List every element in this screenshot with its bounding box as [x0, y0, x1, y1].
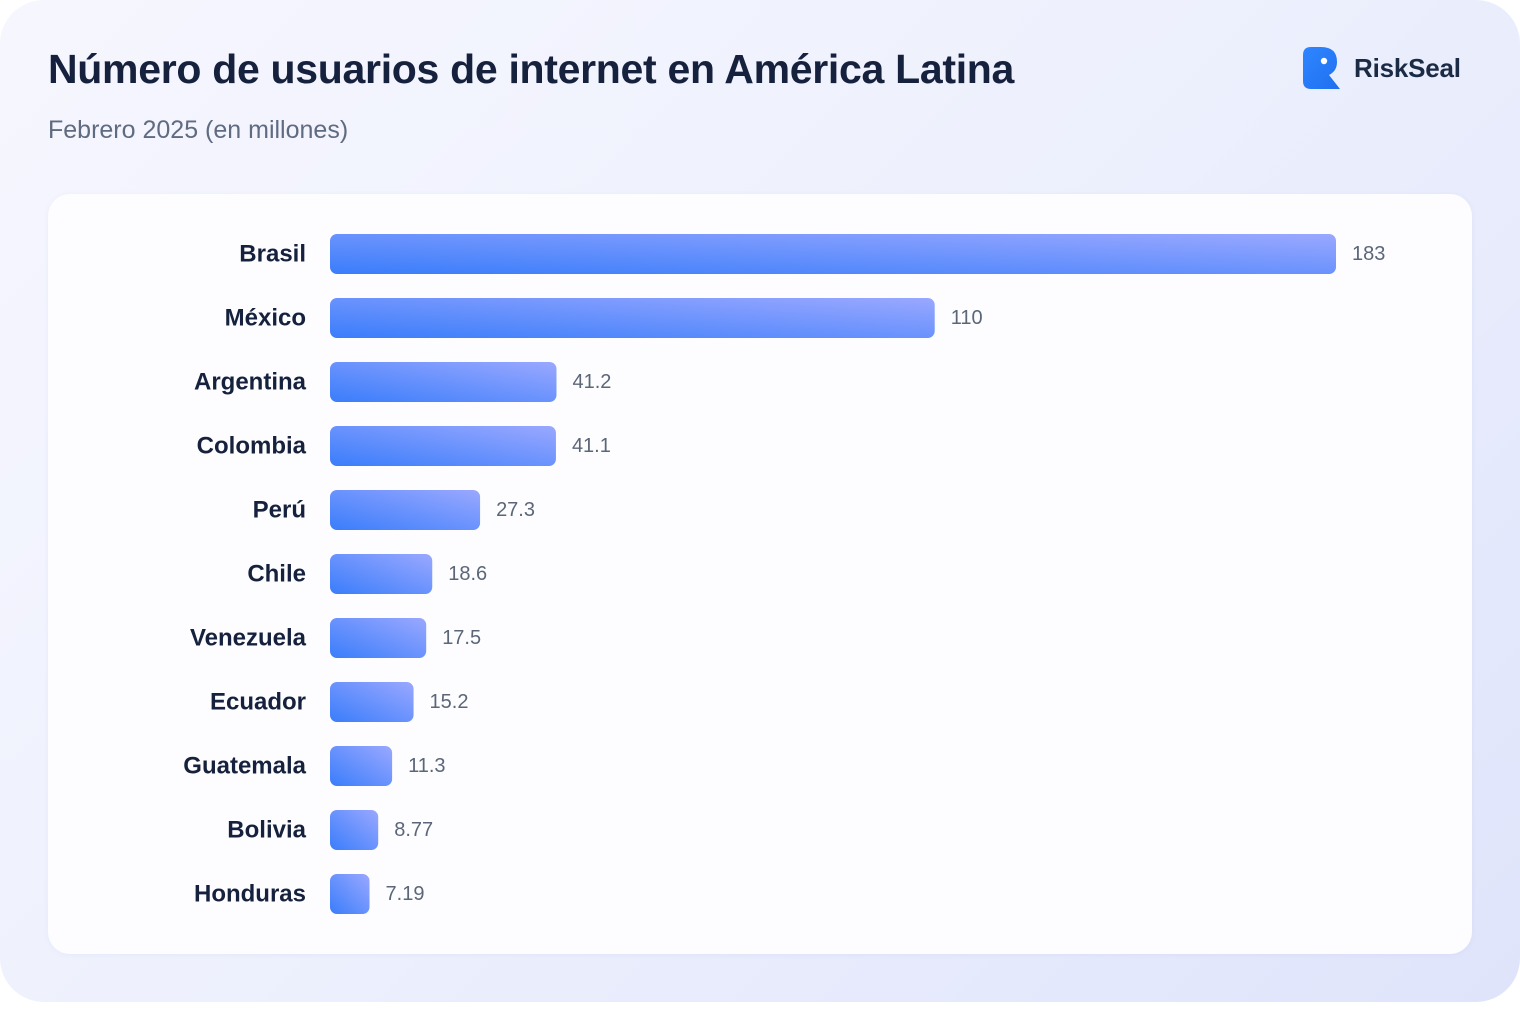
value-label: 18.6	[448, 563, 487, 585]
category-label: Honduras	[194, 881, 306, 908]
value-label: 15.2	[430, 691, 469, 713]
value-label: 7.19	[386, 883, 425, 905]
brand-logo: RiskSeal	[1303, 47, 1461, 89]
category-label: Brasil	[239, 241, 306, 268]
brand-name: RiskSeal	[1354, 52, 1461, 83]
bar	[330, 490, 481, 530]
bar	[330, 234, 1336, 274]
bar	[330, 682, 414, 722]
category-label: Perú	[253, 497, 306, 524]
category-label: Venezuela	[190, 625, 307, 652]
value-label: 17.5	[442, 627, 481, 649]
category-label: México	[225, 305, 306, 332]
bar	[330, 426, 556, 466]
value-label: 11.3	[408, 755, 445, 777]
bar-chart: Brasil 183 México 110 Argentina 41.2 Colombia 4…	[183, 234, 1385, 914]
value-label: 41.2	[572, 371, 611, 393]
value-label: 110	[951, 307, 983, 329]
value-label: 27.3	[496, 499, 535, 521]
category-label: Bolivia	[227, 817, 306, 844]
chart-panel: Brasil 183 México 110 Argentina 41.2 Colombia 4…	[48, 194, 1472, 954]
bar	[330, 746, 393, 786]
bar	[330, 618, 427, 658]
bars-group: Brasil 183 México 110 Argentina 41.2 Colombia 4…	[183, 234, 1385, 914]
value-label: 183	[1352, 243, 1385, 265]
bar	[330, 810, 379, 850]
bar	[330, 298, 935, 338]
category-label: Guatemala	[183, 753, 306, 780]
riskseal-logo-icon	[1303, 47, 1340, 89]
category-label: Ecuador	[210, 689, 306, 716]
chart-title: Número de usuarios de internet en Améric…	[48, 46, 1015, 92]
bar	[330, 554, 433, 594]
bar	[330, 874, 370, 914]
value-label: 41.1	[572, 435, 611, 457]
category-label: Chile	[247, 561, 306, 588]
chart-subtitle: Febrero 2025 (en millones)	[48, 116, 349, 144]
category-label: Colombia	[197, 433, 307, 460]
bar	[330, 362, 557, 402]
value-label: 8.77	[394, 819, 433, 841]
category-label: Argentina	[194, 369, 307, 396]
